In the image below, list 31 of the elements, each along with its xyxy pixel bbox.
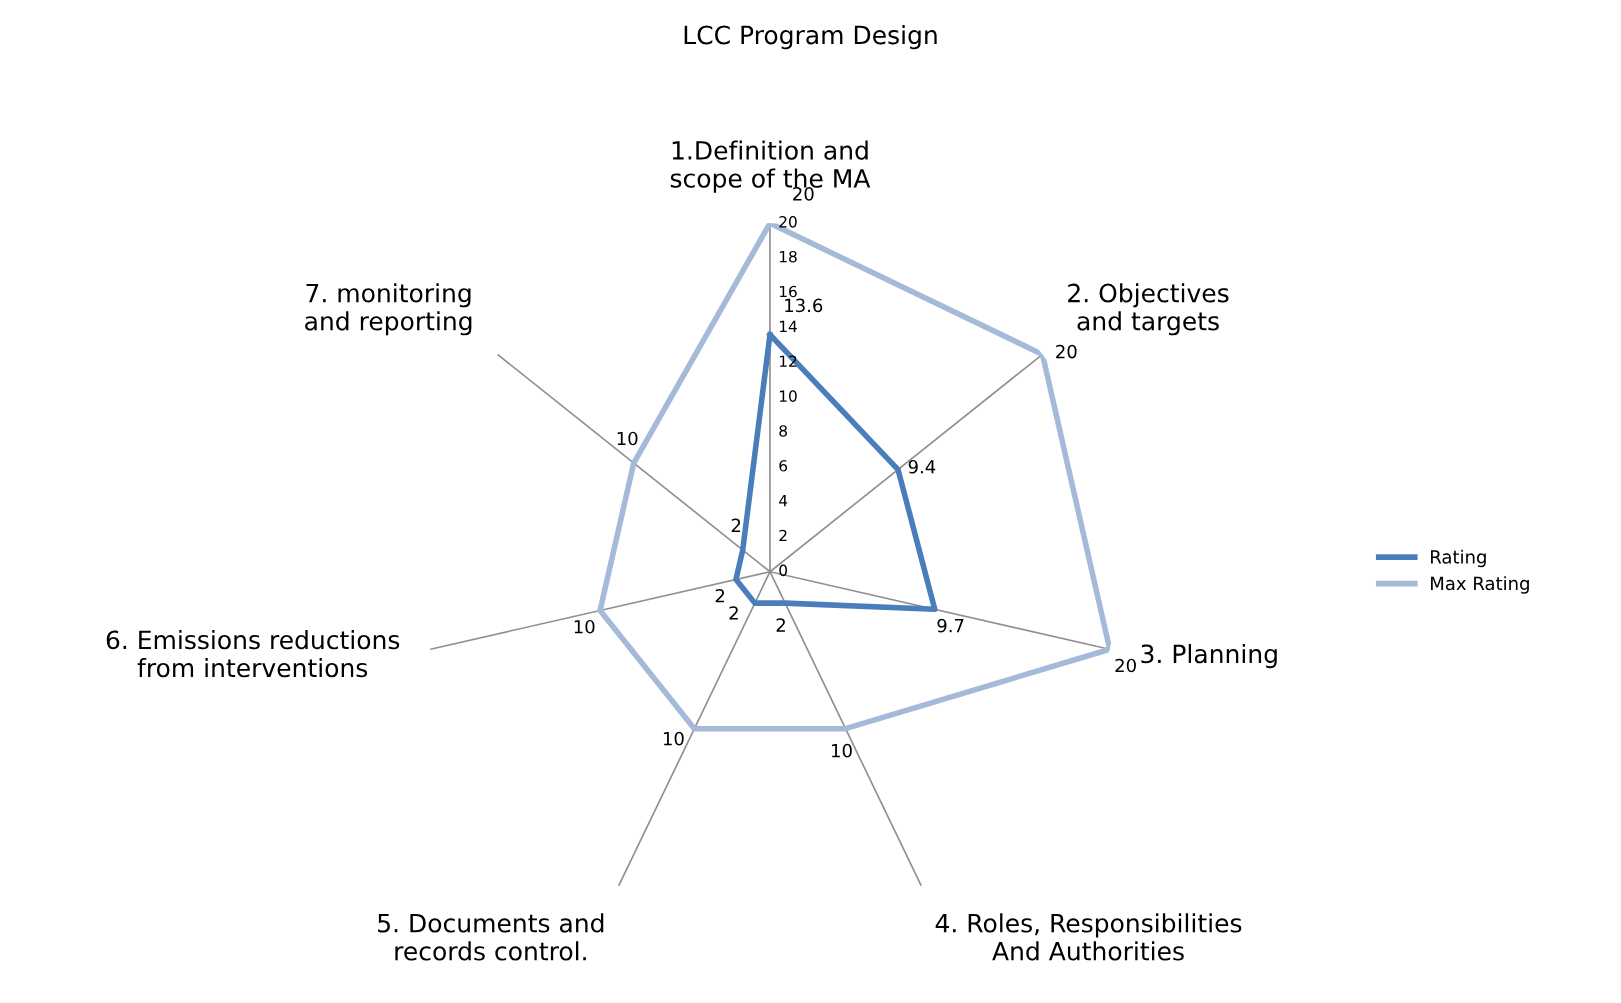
data-label: 20 [1115, 658, 1136, 673]
spoke-label: 2. Objectives and targets [1068, 283, 1229, 336]
spoke-label: 4. Roles, Responsibilities And Authorities [935, 913, 1242, 961]
data-label: 2 [731, 518, 741, 532]
spoke-label: 3. Planning [1141, 643, 1277, 669]
chart-title: LCC Program Design [684, 25, 937, 50]
legend-label: Max Rating [1431, 576, 1529, 594]
data-label: 10 [663, 731, 684, 746]
y-tick-label: 0 [779, 564, 788, 577]
data-label: 10 [617, 431, 638, 446]
y-tick-label: 2 [779, 529, 787, 542]
spoke-label: 5. Documents and records control. [378, 913, 604, 961]
data-label: 10 [574, 619, 595, 634]
y-tick-label: 16 [779, 285, 797, 298]
spoke-label: 6. Emissions reductions from interventions [106, 629, 400, 678]
data-label: 2 [715, 588, 725, 603]
data-label: 10 [832, 743, 852, 758]
y-tick-label: 14 [779, 320, 797, 332]
y-tick-label: 4 [779, 495, 788, 507]
data-label: 9.4 [908, 459, 936, 474]
y-tick-label: 20 [779, 216, 797, 228]
data-label: 13.6 [785, 298, 823, 313]
data-label: 20 [1056, 344, 1077, 359]
y-tick-label: 18 [779, 250, 797, 263]
spoke-label: 7. monitoring and reporting [305, 283, 472, 336]
y-tick-label: 10 [779, 390, 797, 402]
y-tick-label: 6 [779, 460, 788, 472]
data-label: 2 [729, 606, 738, 620]
y-tick-label: 8 [779, 425, 787, 437]
legend-label: Rating [1431, 549, 1486, 568]
data-label: 9.7 [937, 618, 964, 633]
